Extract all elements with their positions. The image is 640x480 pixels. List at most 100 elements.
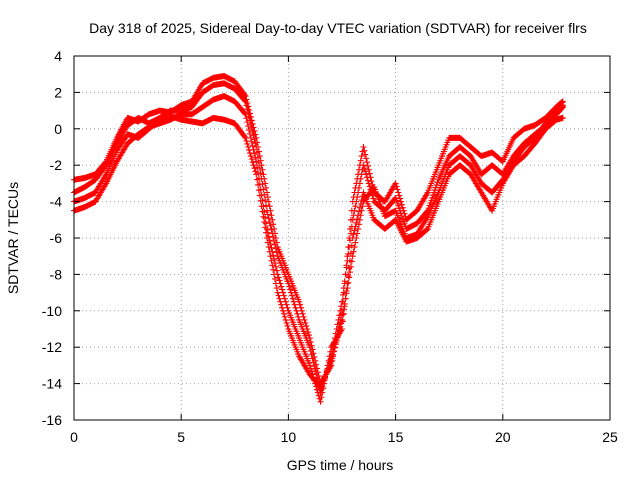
data-point xyxy=(356,216,363,223)
data-point xyxy=(244,119,251,126)
data-point xyxy=(256,192,263,199)
data-point xyxy=(354,216,361,223)
data-point xyxy=(292,304,299,311)
data-point xyxy=(270,252,277,259)
data-point xyxy=(271,271,278,278)
data-point xyxy=(280,310,287,317)
y-tick-label: -16 xyxy=(42,412,62,428)
data-point xyxy=(250,162,257,169)
data-point xyxy=(258,203,265,210)
data-point xyxy=(257,170,264,177)
data-point xyxy=(272,263,279,270)
y-tick-label: -14 xyxy=(42,376,62,392)
data-point xyxy=(348,242,355,249)
data-point xyxy=(281,295,288,302)
data-point xyxy=(351,244,358,251)
data-point xyxy=(349,253,356,260)
data-point xyxy=(286,283,293,290)
data-point xyxy=(241,133,248,140)
data-point xyxy=(266,203,273,210)
data-point xyxy=(341,300,348,307)
data-point xyxy=(285,280,292,287)
data-point xyxy=(262,180,269,187)
y-tick-label: -12 xyxy=(42,339,62,355)
y-tick-label: 2 xyxy=(54,84,62,100)
data-point xyxy=(267,253,274,260)
data-point xyxy=(268,244,275,251)
data-point xyxy=(275,292,282,299)
data-point xyxy=(334,334,341,341)
data-point xyxy=(254,176,261,183)
data-point xyxy=(251,150,258,157)
data-point xyxy=(360,144,367,150)
data-point xyxy=(276,295,283,302)
data-point xyxy=(308,351,315,358)
data-point xyxy=(268,212,275,219)
data-point xyxy=(270,234,277,241)
data-point xyxy=(347,269,354,276)
data-point xyxy=(352,239,359,246)
data-point xyxy=(296,298,303,305)
data-point xyxy=(263,235,270,241)
data-point xyxy=(352,203,359,210)
data-point xyxy=(241,97,248,104)
data-point xyxy=(291,301,298,308)
data-point xyxy=(362,151,369,158)
data-point xyxy=(282,298,289,305)
data-point xyxy=(279,304,286,311)
data-point xyxy=(262,197,269,204)
data-point xyxy=(393,183,400,190)
data-point xyxy=(274,289,281,296)
data-point xyxy=(241,110,248,117)
data-point xyxy=(365,166,372,173)
data-point xyxy=(271,238,278,245)
data-point xyxy=(366,183,373,190)
data-point xyxy=(280,292,287,299)
data-point xyxy=(242,98,249,105)
data-point xyxy=(255,159,262,166)
data-point xyxy=(276,277,283,284)
data-point xyxy=(263,207,270,214)
y-tick-label: -8 xyxy=(50,266,63,282)
data-point xyxy=(434,179,441,186)
data-point xyxy=(339,316,345,323)
data-point xyxy=(255,181,262,188)
x-tick-label: 5 xyxy=(177,429,185,445)
y-tick-label: 0 xyxy=(54,121,62,137)
data-point xyxy=(275,274,282,281)
data-point xyxy=(358,153,365,160)
data-point xyxy=(259,208,266,215)
tick-labels: 0 5 10 15 20 25 -16 -14 -12 -10 -8 -6 -4 -2 0 2 4 xyxy=(42,48,618,445)
data-point xyxy=(253,144,260,150)
data-point xyxy=(396,192,403,199)
data-point xyxy=(246,147,253,154)
data-point xyxy=(363,171,370,178)
data-point xyxy=(247,134,254,141)
x-tick-label: 15 xyxy=(388,429,404,445)
data-point xyxy=(309,355,316,362)
data-point xyxy=(399,215,406,222)
x-tick-label: 10 xyxy=(281,429,297,445)
data-point xyxy=(283,301,290,308)
data-point xyxy=(273,249,280,256)
data-point xyxy=(355,221,362,228)
data-point xyxy=(339,311,346,318)
data-point xyxy=(364,177,371,184)
data-point xyxy=(294,310,301,317)
data-point xyxy=(395,202,402,209)
data-point xyxy=(249,159,256,166)
data-point xyxy=(320,385,327,392)
data-point xyxy=(310,359,317,366)
data-point xyxy=(346,274,353,281)
x-axis-label: GPS time / hours xyxy=(287,457,394,473)
data-point xyxy=(268,257,275,264)
data-point xyxy=(243,102,250,109)
data-point xyxy=(246,130,253,137)
data-point xyxy=(262,224,269,231)
data-point xyxy=(303,322,310,329)
data-point xyxy=(329,355,336,362)
data-point xyxy=(252,168,259,175)
chart-title: Day 318 of 2025, Sidereal Day-to-day VTE… xyxy=(89,20,587,36)
data-point xyxy=(242,111,249,118)
